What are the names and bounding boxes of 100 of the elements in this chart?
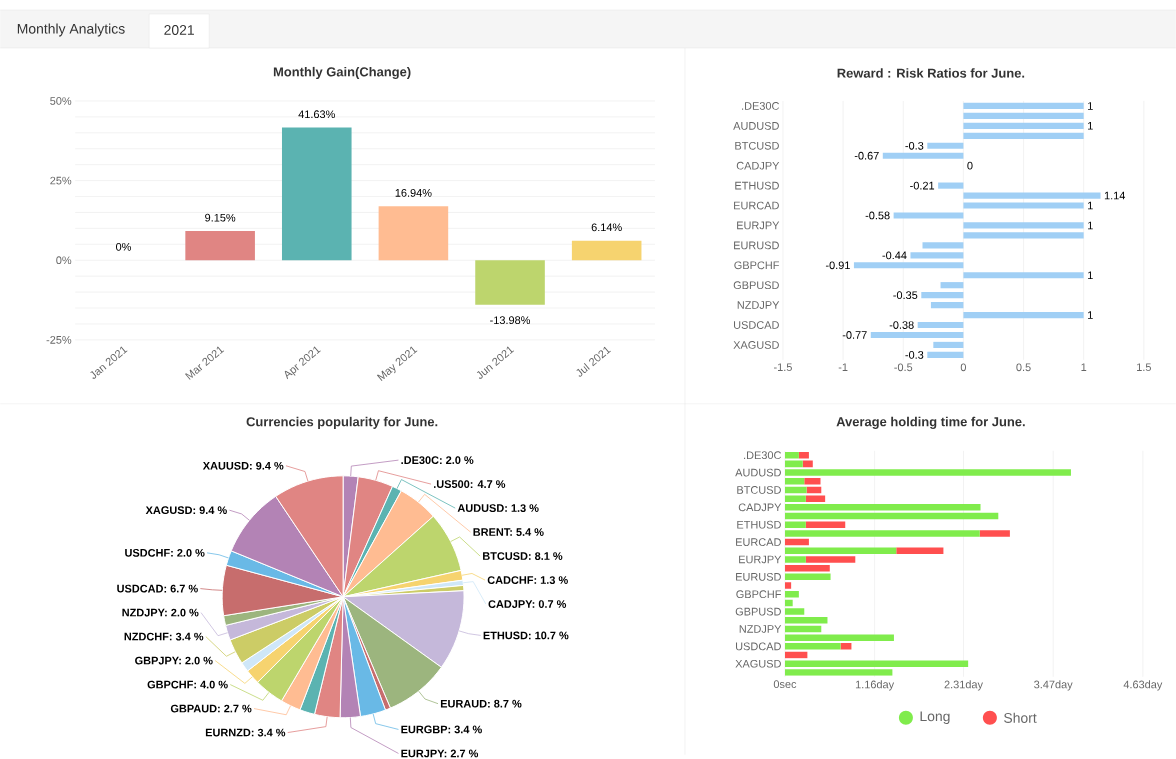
- bar: [963, 122, 1084, 129]
- bar: [784, 477, 805, 485]
- bar: [963, 112, 1084, 119]
- bar: [882, 152, 964, 159]
- y-tick-label: EURCAD: [734, 201, 779, 210]
- bar: [784, 512, 999, 520]
- slice-label: USDCAD: 6.7 %: [117, 584, 198, 593]
- data-label: -0.38: [889, 321, 914, 329]
- y-tick-label: EURCAD: [736, 538, 781, 546]
- slice-label: AUDUSD: 1.3 %: [457, 504, 539, 512]
- bar: [870, 331, 964, 338]
- x-tick-label: 1.16day: [855, 680, 895, 691]
- slice-label: NZDCHF: 3.4 %: [124, 632, 204, 641]
- bar: [784, 625, 822, 633]
- bar: [784, 608, 805, 615]
- data-label: 41.63%: [298, 110, 335, 118]
- slice-label: .US500: 4.7 %: [433, 480, 506, 488]
- y-tick-label: .DE30C: [742, 101, 780, 110]
- x-tick-label: 3.47day: [1034, 680, 1073, 691]
- bar: [979, 529, 1010, 537]
- slice-label: GBPCHF: 4.0 %: [147, 680, 228, 689]
- bar: [281, 127, 352, 261]
- data-label: -0.3: [905, 350, 924, 359]
- slice-label: ETHUSD: 10.7 %: [483, 631, 569, 640]
- y-tick-label: 0%: [56, 256, 72, 264]
- bar: [185, 230, 255, 261]
- slice-label: EURNZD: 3.4 %: [205, 728, 286, 737]
- bar: [784, 486, 807, 494]
- y-tick-label: CADJPY: [736, 161, 780, 170]
- bar: [802, 460, 813, 467]
- bar: [784, 538, 809, 546]
- y-tick-label: AUDUSD: [733, 121, 779, 130]
- y-tick-label: BTCUSD: [737, 485, 781, 494]
- data-label: 1: [1088, 311, 1093, 319]
- slice-label: XAGUSD: 9.4 %: [145, 506, 227, 514]
- y-tick-label: AUDUSD: [735, 468, 781, 477]
- x-tick-label: 0: [960, 363, 967, 371]
- bar: [784, 451, 799, 459]
- bar: [927, 351, 964, 358]
- bar: [784, 529, 980, 537]
- slice-label: CADJPY: 0.7 %: [488, 600, 567, 608]
- data-label: 1: [1088, 201, 1093, 210]
- bar: [784, 547, 897, 554]
- data-label: 1: [1088, 121, 1093, 130]
- bar: [896, 547, 944, 554]
- bar: [378, 206, 449, 261]
- y-tick-label: CADJPY: [738, 503, 782, 512]
- x-tick-label: 1: [1081, 363, 1087, 371]
- x-tick-label: -1.5: [774, 363, 792, 371]
- slice-label: BRENT: 5.4 %: [473, 528, 544, 536]
- bar: [940, 281, 964, 289]
- bar: [784, 556, 806, 563]
- bar: [927, 142, 964, 149]
- bar: [784, 590, 799, 598]
- slice-label: EURGBP: 3.4 %: [401, 725, 482, 734]
- bar: [784, 564, 830, 572]
- chart-title: Average holding time for June.: [836, 416, 1025, 429]
- x-tick-label: -1: [838, 363, 848, 371]
- y-tick-label: .DE30C: [744, 451, 782, 459]
- data-label: 1.14: [1104, 191, 1126, 200]
- data-label: -0.91: [825, 261, 850, 269]
- y-tick-label: EURJPY: [737, 221, 780, 230]
- bar: [917, 321, 964, 328]
- text: 2021: [164, 24, 194, 35]
- data-label: 1: [1088, 102, 1093, 110]
- bar: [930, 301, 964, 309]
- text: Monthly Analytics: [17, 23, 125, 37]
- y-tick-label: XAGUSD: [735, 659, 781, 668]
- bar: [784, 599, 793, 607]
- bar: [798, 451, 809, 459]
- x-tick-label: 2.31day: [944, 680, 983, 691]
- x-tick-label: -0.5: [894, 363, 913, 371]
- x-tick-label: 0.5: [1016, 363, 1031, 371]
- y-tick-label: USDCAD: [736, 642, 781, 651]
- slice-label: USDCHF: 2.0 %: [125, 548, 205, 557]
- bar: [910, 252, 964, 259]
- bar: [853, 262, 964, 269]
- data-label: 1: [1088, 271, 1093, 279]
- bar: [571, 240, 642, 261]
- bar: [784, 642, 841, 650]
- bar: [805, 521, 846, 528]
- y-tick-label: GBPUSD: [735, 607, 781, 616]
- data-label: -0.67: [854, 151, 879, 160]
- y-tick-label: NZDJPY: [739, 625, 782, 633]
- chart-title: Monthly Gain(Change): [273, 66, 411, 79]
- y-tick-label: 50%: [50, 96, 72, 105]
- y-tick-label: GBPCHF: [736, 590, 781, 598]
- slice-label: BTCUSD: 8.1 %: [483, 552, 563, 560]
- y-tick-label: GBPCHF: [734, 261, 779, 269]
- bar: [963, 132, 1084, 139]
- slice-label: CADCHF: 1.3 %: [487, 576, 568, 584]
- slice-label: EURJPY: 2.7 %: [401, 749, 479, 758]
- x-tick-label: 0sec: [773, 680, 797, 688]
- bar: [784, 503, 981, 511]
- bar: [784, 573, 831, 580]
- y-tick-label: EURUSD: [734, 241, 779, 250]
- bar: [475, 260, 545, 305]
- bar: [840, 642, 852, 650]
- data-label: 9.15%: [205, 213, 236, 222]
- bar: [921, 291, 964, 299]
